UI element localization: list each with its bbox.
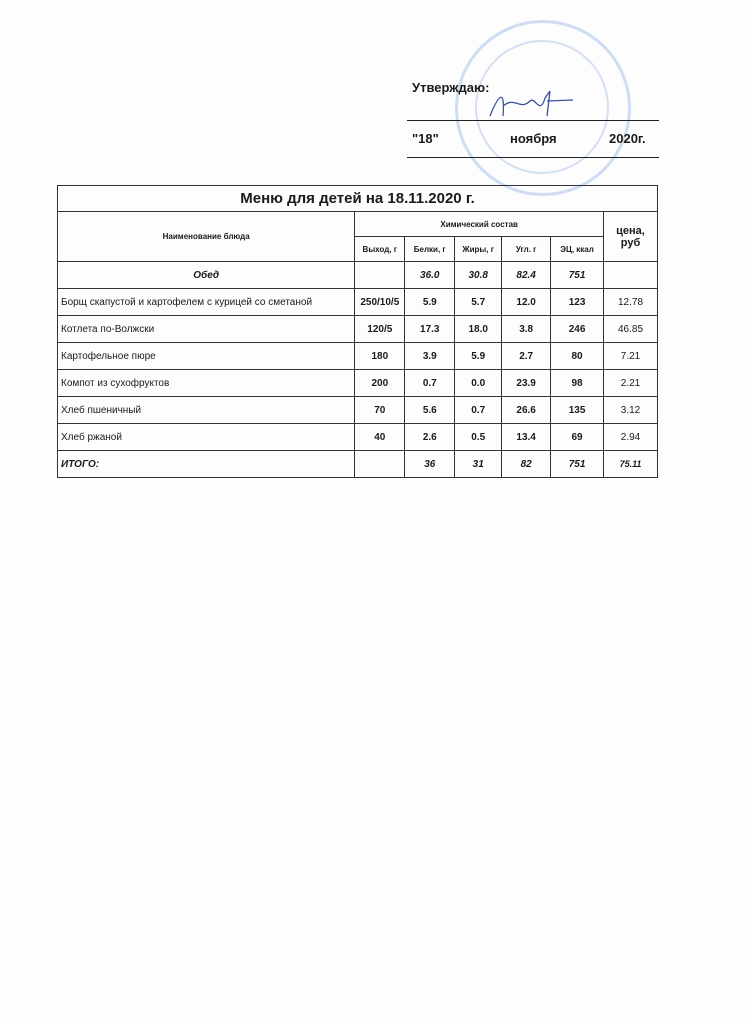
cell-energy: 98 <box>550 369 605 397</box>
cell-protein: 17.3 <box>404 315 456 343</box>
section-fat: 30.8 <box>454 261 503 289</box>
approval-day: "18" <box>412 131 439 146</box>
approval-label: Утверждаю: <box>412 80 490 95</box>
signature-line <box>407 120 659 121</box>
header-fat: Жиры, г <box>454 236 503 262</box>
header-price: цена, руб <box>603 211 658 262</box>
total-fat: 31 <box>454 450 503 478</box>
cell-name: Борщ скапустой и картофелем с курицей со… <box>56 288 356 316</box>
header-energy: ЭЦ, ккал <box>550 236 605 262</box>
header-name: Наименование блюда <box>56 211 356 262</box>
cell-protein: 5.9 <box>404 288 456 316</box>
cell-energy: 135 <box>550 396 605 424</box>
cell-fat: 5.9 <box>454 342 503 370</box>
header-carbs: Угл. г <box>501 236 552 262</box>
table-row: Компот из сухофруктов 200 0.7 0.0 23.9 98 2.21 <box>56 369 658 397</box>
table-row: Котлета по-Волжски 120/5 17.3 18.0 3.8 246 46.… <box>56 315 658 343</box>
total-row: ИТОГО: 36 31 82 751 75.11 <box>56 450 658 478</box>
signature <box>489 90 574 117</box>
table-row: Борщ скапустой и картофелем с курицей со… <box>56 288 658 316</box>
official-stamp-inner <box>475 40 609 174</box>
cell-protein: 2.6 <box>404 423 456 451</box>
cell-fat: 0.7 <box>454 396 503 424</box>
cell-yield: 120/5 <box>354 315 406 343</box>
total-energy: 751 <box>550 450 605 478</box>
cell-fat: 18.0 <box>454 315 503 343</box>
cell-energy: 69 <box>550 423 605 451</box>
cell-yield: 200 <box>354 369 406 397</box>
section-protein: 36.0 <box>404 261 456 289</box>
approval-year: 2020г. <box>609 131 646 146</box>
cell-carbs: 12.0 <box>501 288 552 316</box>
total-carbs: 82 <box>501 450 552 478</box>
cell-protein: 0.7 <box>404 369 456 397</box>
header-chem: Химический состав <box>354 211 605 237</box>
cell-energy: 80 <box>550 342 605 370</box>
cell-price: 2.94 <box>603 423 658 451</box>
date-line <box>407 157 659 158</box>
cell-fat: 5.7 <box>454 288 503 316</box>
section-carbs: 82.4 <box>501 261 552 289</box>
cell-yield: 40 <box>354 423 406 451</box>
cell-name: Картофельное пюре <box>56 342 356 370</box>
cell-price: 46.85 <box>603 315 658 343</box>
cell-carbs: 26.6 <box>501 396 552 424</box>
header-protein: Белки, г <box>404 236 456 262</box>
approval-month: ноября <box>510 131 557 146</box>
cell-price: 2.21 <box>603 369 658 397</box>
cell-carbs: 23.9 <box>501 369 552 397</box>
cell-price: 12.78 <box>603 288 658 316</box>
cell-energy: 123 <box>550 288 605 316</box>
cell-name: Хлеб ржаной <box>56 423 356 451</box>
section-label: Обед <box>56 261 356 289</box>
cell-carbs: 3.8 <box>501 315 552 343</box>
cell-yield: 180 <box>354 342 406 370</box>
cell-fat: 0.5 <box>454 423 503 451</box>
section-row: Обед 36.0 30.8 82.4 751 <box>56 261 658 289</box>
cell-protein: 3.9 <box>404 342 456 370</box>
total-label: ИТОГО: <box>56 450 356 478</box>
header-yield: Выход, г <box>354 236 406 262</box>
cell-energy: 246 <box>550 315 605 343</box>
cell-yield: 250/10/5 <box>354 288 406 316</box>
cell-fat: 0.0 <box>454 369 503 397</box>
table-row: Хлеб ржаной 40 2.6 0.5 13.4 69 2.94 <box>56 423 658 451</box>
cell-price: 7.21 <box>603 342 658 370</box>
cell-price: 3.12 <box>603 396 658 424</box>
cell-carbs: 2.7 <box>501 342 552 370</box>
total-price: 75.11 <box>603 450 658 478</box>
cell-protein: 5.6 <box>404 396 456 424</box>
cell-name: Компот из сухофруктов <box>56 369 356 397</box>
menu-title: Меню для детей на 18.11.2020 г. <box>57 185 658 212</box>
total-protein: 36 <box>404 450 456 478</box>
cell-name: Котлета по-Волжски <box>56 315 356 343</box>
cell-yield: 70 <box>354 396 406 424</box>
table-row: Хлеб пшеничный 70 5.6 0.7 26.6 135 3.12 <box>56 396 658 424</box>
section-energy: 751 <box>550 261 605 289</box>
cell-carbs: 13.4 <box>501 423 552 451</box>
table-row: Картофельное пюре 180 3.9 5.9 2.7 80 7.21 <box>56 342 658 370</box>
cell-name: Хлеб пшеничный <box>56 396 356 424</box>
menu-table: Меню для детей на 18.11.2020 г. Наименов… <box>56 185 658 478</box>
